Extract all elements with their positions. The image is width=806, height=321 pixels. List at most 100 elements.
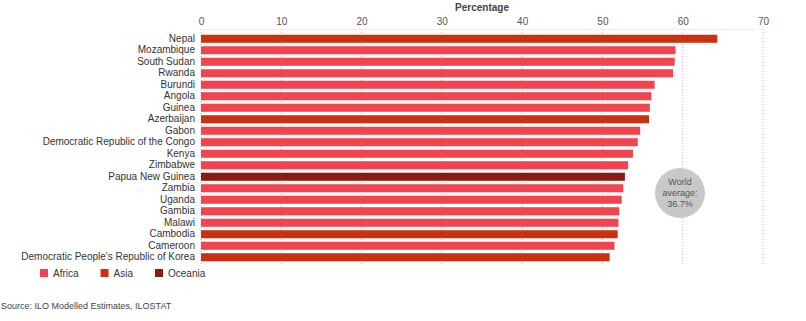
category: South Sudan bbox=[137, 56, 201, 67]
category: Zimbabwe bbox=[149, 159, 201, 170]
tick: 10 bbox=[276, 16, 288, 29]
category-label: Guinea bbox=[163, 102, 196, 113]
category: Democratic Republic of the Congo bbox=[43, 136, 201, 147]
legend-swatch bbox=[155, 269, 163, 277]
category: Burundi bbox=[161, 79, 201, 90]
bar bbox=[201, 115, 649, 123]
legend-label: Africa bbox=[53, 268, 79, 279]
tick: 20 bbox=[357, 16, 369, 29]
tick: 70 bbox=[758, 16, 770, 29]
category: Democratic People's Republic of Korea bbox=[21, 251, 201, 262]
axis-title: Percentage bbox=[455, 2, 509, 13]
category-label: Gambia bbox=[160, 205, 195, 216]
source: Source: ILO Modelled Estimates, ILOSTAT bbox=[1, 301, 172, 311]
tick-label: 30 bbox=[437, 16, 449, 27]
y-axis: NepalMozambiqueSouth SudanRwandaBurundiA… bbox=[21, 33, 201, 263]
bar bbox=[201, 219, 618, 227]
bar bbox=[201, 173, 625, 181]
category: Cameroon bbox=[148, 240, 201, 251]
bar bbox=[201, 46, 675, 54]
bar bbox=[201, 230, 618, 238]
category-label: South Sudan bbox=[137, 56, 195, 67]
tick-label: 10 bbox=[276, 16, 288, 27]
bars bbox=[201, 35, 717, 262]
category-label: Cameroon bbox=[148, 240, 195, 251]
legend-item: Africa bbox=[40, 268, 79, 279]
legend-swatch bbox=[101, 269, 109, 277]
tick: 0 bbox=[199, 16, 205, 29]
grid-line bbox=[682, 29, 683, 265]
bar bbox=[201, 150, 633, 158]
category-label: Nepal bbox=[169, 33, 195, 44]
chart: 0 10 20 30 40 50 60 70 Percentage NepalMozambique… bbox=[0, 0, 806, 321]
legend: Africa Asia Oceania bbox=[40, 268, 206, 279]
bar bbox=[201, 35, 717, 43]
annotation-text: Worldaverage:36.7% bbox=[662, 177, 697, 209]
tick: 30 bbox=[437, 16, 449, 29]
bar bbox=[201, 207, 619, 215]
x-axis: 0 10 20 30 40 50 60 70 bbox=[199, 16, 770, 30]
category-label: Uganda bbox=[160, 194, 195, 205]
tick-label: 0 bbox=[199, 16, 205, 27]
category: Cambodia bbox=[149, 228, 201, 239]
category-label: Burundi bbox=[161, 79, 195, 90]
category-label: Mozambique bbox=[138, 44, 196, 55]
bar bbox=[201, 58, 675, 66]
category: Uganda bbox=[160, 194, 201, 205]
bar bbox=[201, 127, 640, 135]
legend-label: Asia bbox=[114, 268, 134, 279]
category-label: Azerbaijan bbox=[148, 113, 195, 124]
category-label: Cambodia bbox=[149, 228, 195, 239]
category-label: Democratic Republic of the Congo bbox=[43, 136, 196, 147]
tick-label: 20 bbox=[357, 16, 369, 27]
legend-item: Oceania bbox=[155, 268, 206, 279]
tick-label: 70 bbox=[758, 16, 770, 27]
grid-line bbox=[763, 29, 764, 265]
annotation-line: average: bbox=[662, 188, 697, 198]
tick: 40 bbox=[517, 16, 529, 29]
bar bbox=[201, 184, 623, 192]
category: Rwanda bbox=[158, 67, 201, 78]
category-label: Gabon bbox=[165, 125, 195, 136]
category-label: Angola bbox=[164, 90, 196, 101]
annotation: Worldaverage:36.7% bbox=[655, 168, 705, 218]
category: Papua New Guinea bbox=[108, 171, 201, 182]
category: Nepal bbox=[169, 33, 201, 44]
legend-item: Asia bbox=[101, 268, 134, 279]
legend-label: Oceania bbox=[168, 268, 206, 279]
annotation-circle bbox=[655, 168, 705, 218]
category-label: Malawi bbox=[164, 217, 195, 228]
category: Mozambique bbox=[138, 44, 201, 55]
axis-line bbox=[202, 29, 764, 30]
bar bbox=[201, 92, 651, 100]
category-label: Democratic People's Republic of Korea bbox=[21, 251, 195, 262]
category: Azerbaijan bbox=[148, 113, 201, 124]
category: Malawi bbox=[164, 217, 201, 228]
category-label: Zambia bbox=[162, 182, 196, 193]
grid bbox=[201, 29, 763, 265]
category-label: Papua New Guinea bbox=[108, 171, 195, 182]
tick-label: 60 bbox=[678, 16, 690, 27]
category: Gabon bbox=[165, 125, 201, 136]
bar bbox=[201, 161, 628, 169]
category: Kenya bbox=[167, 148, 201, 159]
category: Angola bbox=[164, 90, 201, 101]
category-label: Zimbabwe bbox=[149, 159, 196, 170]
category-label: Kenya bbox=[167, 148, 196, 159]
bar bbox=[201, 138, 638, 146]
bar bbox=[201, 253, 610, 261]
tick: 60 bbox=[678, 16, 690, 29]
annotation-line: World bbox=[668, 177, 691, 187]
tick-label: 40 bbox=[517, 16, 529, 27]
tick-label: 50 bbox=[597, 16, 609, 27]
annotation-line: 36.7% bbox=[667, 199, 693, 209]
category: Guinea bbox=[163, 102, 201, 113]
tick: 50 bbox=[597, 16, 609, 29]
bar bbox=[201, 104, 650, 112]
bar bbox=[201, 69, 673, 77]
category: Gambia bbox=[160, 205, 201, 216]
legend-swatch bbox=[40, 269, 48, 277]
bar bbox=[201, 196, 622, 204]
bar bbox=[201, 242, 614, 250]
bar bbox=[201, 81, 655, 89]
